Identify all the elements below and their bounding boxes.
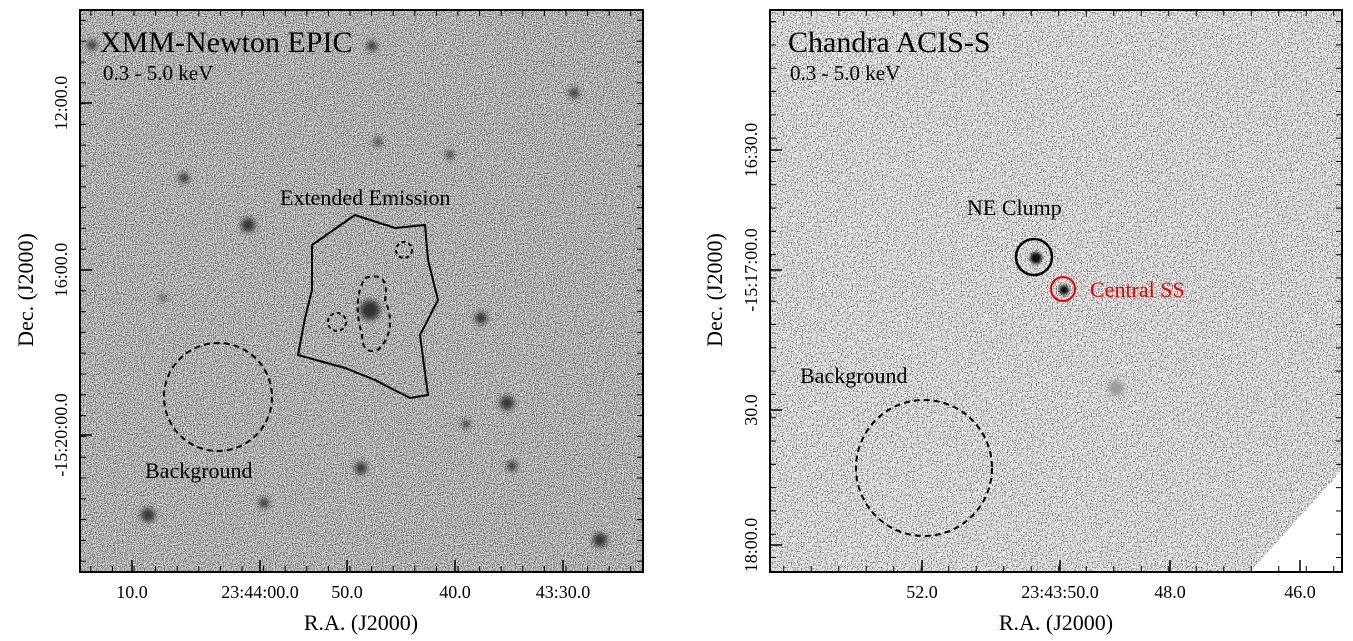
sources (1030, 252, 1069, 295)
x-axis-label: R.A. (J2000) (304, 610, 418, 635)
image-noise (770, 10, 1342, 572)
ne-clump-region (1014, 237, 1054, 277)
y-tick-label: 16:00.0 (51, 243, 71, 298)
x-tick-label: 40.0 (439, 582, 471, 602)
exclusion-circle (327, 312, 347, 332)
y-tick-label: 16:30.0 (741, 123, 761, 178)
annotation: NE Clump (967, 195, 1062, 220)
annotation: Background (800, 363, 908, 388)
y-tick-label: -15:17:00.0 (741, 228, 761, 312)
x-tick-label: 23:43:50.0 (1021, 582, 1099, 602)
x-tick-label: 48.0 (1154, 582, 1186, 602)
y-tick-label: 12:00.0 (51, 76, 71, 131)
y-axis-label: Dec. (J2000) (702, 233, 727, 347)
x-axis-label: R.A. (J2000) (999, 610, 1113, 635)
frame (769, 9, 1343, 573)
panel-title: XMM-Newton EPIC (100, 26, 353, 59)
x-tick-label: 23:44:00.0 (221, 582, 299, 602)
x-tick-label: 10.0 (116, 582, 148, 602)
background-region (855, 399, 993, 537)
y-tick-label: 18:00.0 (741, 518, 761, 573)
right-panel: Chandra ACIS-S 0.3 - 5.0 keV NE Clump Ce… (702, 9, 1343, 635)
panel-title: Chandra ACIS-S (788, 26, 991, 59)
central-ss-region (1050, 276, 1076, 302)
y-tick-label: -15:20:00.0 (51, 393, 71, 477)
panel-subtitle: 0.3 - 5.0 keV (790, 61, 900, 85)
x-tick-label: 46.0 (1284, 582, 1316, 602)
annotation: Background (145, 458, 253, 483)
extended-contour (296, 213, 440, 400)
y-axis-label: Dec. (J2000) (13, 233, 38, 347)
exclusion-circle (395, 241, 413, 259)
x-tick-label: 43:30.0 (536, 582, 591, 602)
left-panel: XMM-Newton EPIC 0.3 - 5.0 keV Extended E… (13, 9, 644, 635)
sources (87, 40, 607, 547)
y-tick-label: 30.0 (741, 394, 761, 426)
x-tick-label: 50.0 (331, 582, 363, 602)
source (1108, 380, 1124, 396)
background-region (163, 342, 273, 452)
panel-subtitle: 0.3 - 5.0 keV (103, 61, 213, 85)
annotation: Central SS (1090, 277, 1185, 302)
annotation: Extended Emission (280, 185, 450, 210)
x-tick-label: 52.0 (906, 582, 938, 602)
image-noise (80, 10, 643, 572)
chip-edge (1250, 470, 1342, 572)
inner-contour (356, 275, 392, 352)
